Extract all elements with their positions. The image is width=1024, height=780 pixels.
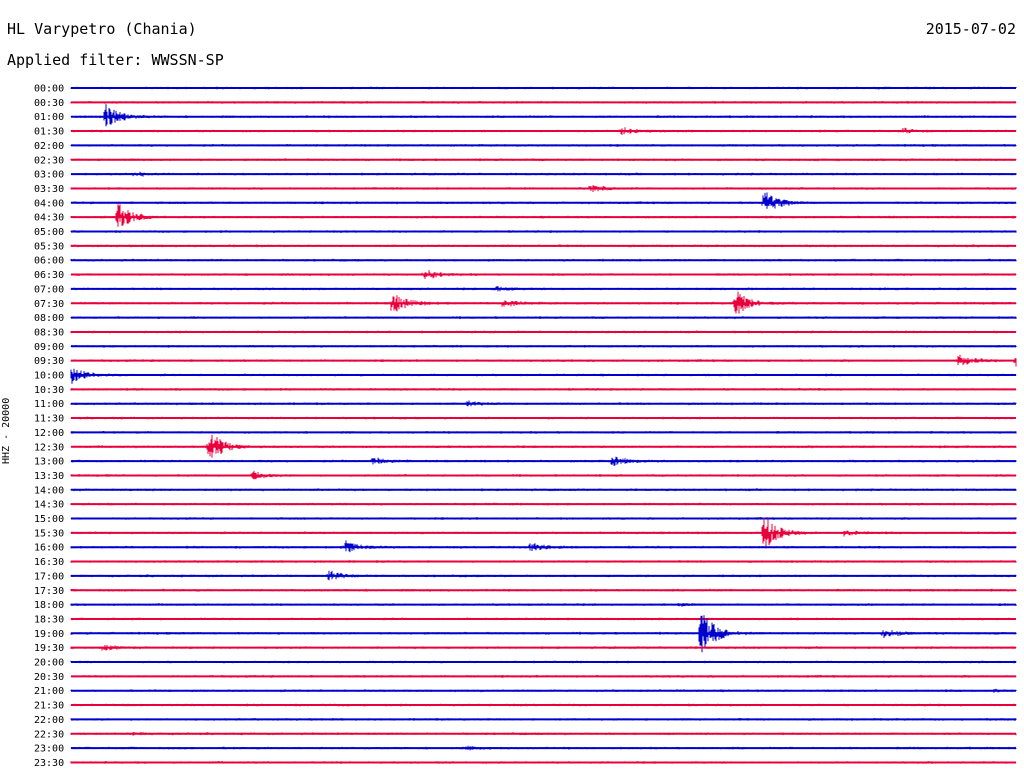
row-time-label: 02:30 [34,155,64,166]
row-time-label: 17:00 [34,571,64,582]
row-time-label: 00:30 [34,98,64,109]
trace-line [70,368,1017,384]
row-time-label: 06:30 [34,270,64,281]
row-time-label: 10:30 [34,385,64,396]
trace-line [70,192,1017,209]
row-time-label: 03:30 [34,184,64,195]
row-time-label: 09:00 [34,342,64,353]
row-time-label: 01:00 [34,112,64,123]
row-time-label: 10:00 [34,371,64,382]
row-time-label: 15:00 [34,514,64,525]
row-time-label: 04:30 [34,213,64,224]
row-time-label: 01:30 [34,127,64,138]
row-time-label: 12:00 [34,428,64,439]
row-time-label: 09:30 [34,356,64,367]
row-time-label: 11:00 [34,399,64,410]
row-time-label: 21:00 [34,686,64,697]
row-time-label: 07:30 [34,299,64,310]
row-time-label: 11:30 [34,414,64,425]
row-time-label: 22:30 [34,729,64,740]
row-time-label: 03:00 [34,170,64,181]
row-time-label: 08:00 [34,313,64,324]
station-title: HL Varypetro (Chania) [7,20,197,38]
row-time-label: 05:30 [34,241,64,252]
row-time-label: 17:30 [34,586,64,597]
tick-label-layer: 00:00 00:30 01:00 01:30 02:00 02:30 03:00 03:30… [34,84,64,769]
row-time-label: 21:30 [34,701,64,712]
row-time-label: 02:00 [34,141,64,152]
trace-layer [70,86,1017,764]
row-time-label: 13:30 [34,471,64,482]
row-time-label: 12:30 [34,442,64,453]
row-time-label: 14:30 [34,500,64,511]
row-time-label: 20:00 [34,658,64,669]
row-time-label: 00:00 [34,84,64,95]
row-time-label: 16:00 [34,543,64,554]
trace-line [70,104,1017,127]
trace-line [70,204,1017,227]
row-time-label: 18:00 [34,600,64,611]
row-time-label: 07:00 [34,284,64,295]
row-time-label: 22:00 [34,715,64,726]
row-time-label: 23:30 [34,758,64,769]
row-time-label: 08:30 [34,327,64,338]
date-label: 2015-07-02 [925,20,1016,38]
row-time-label: 16:30 [34,557,64,568]
row-time-label: 23:00 [34,744,64,755]
row-time-label: 19:00 [34,629,64,640]
row-time-label: 05:00 [34,227,64,238]
row-time-label: 13:00 [34,457,64,468]
row-time-label: 04:00 [34,198,64,209]
row-time-label: 15:30 [34,528,64,539]
row-time-label: 06:00 [34,256,64,267]
filter-label: Applied filter: WWSSN-SP [7,51,224,69]
row-time-label: 18:30 [34,614,64,625]
row-time-label: 19:30 [34,643,64,654]
row-time-label: 14:00 [34,485,64,496]
row-time-label: 20:30 [34,672,64,683]
